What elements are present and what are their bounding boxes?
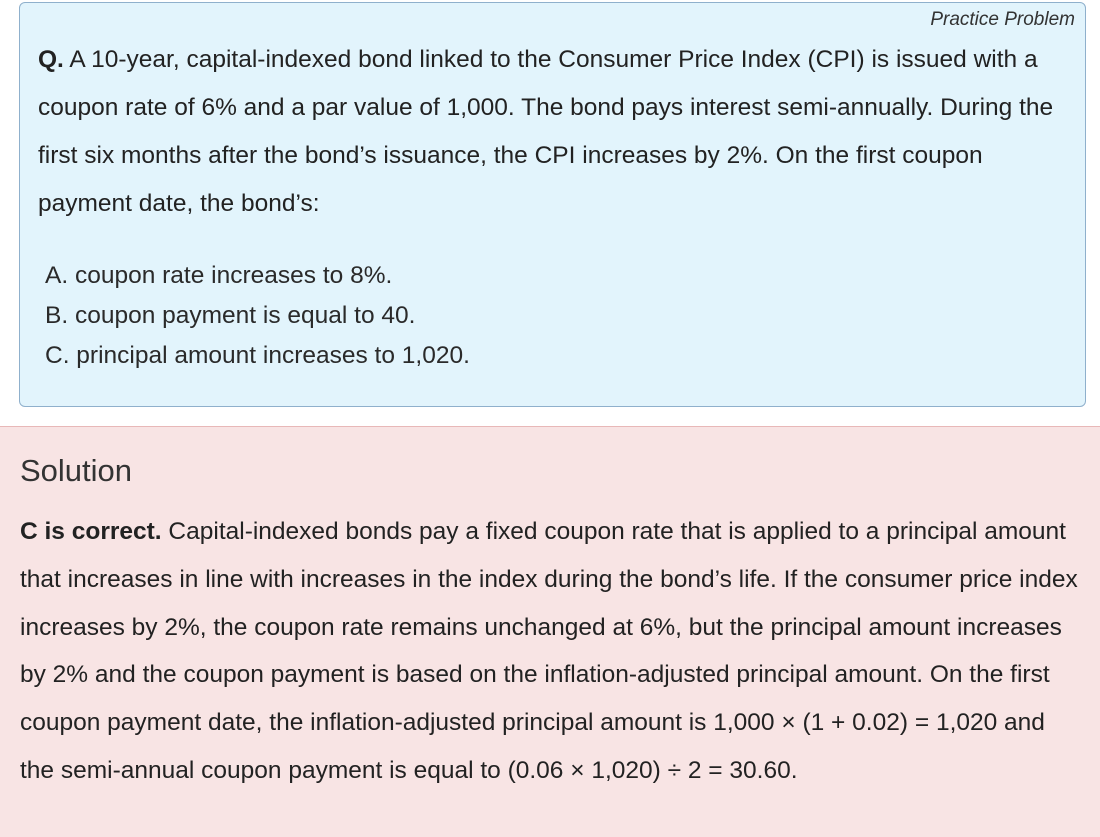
solution-text: C is correct. Capital-indexed bonds pay … bbox=[20, 508, 1085, 795]
solution-body: Capital-indexed bonds pay a fixed coupon… bbox=[20, 518, 1078, 784]
option-b: B. coupon payment is equal to 40. bbox=[45, 302, 416, 329]
option-c: C. principal amount increases to 1,020. bbox=[45, 342, 470, 369]
practice-problem-box: Practice Problem Q. A 10-year, capital-i… bbox=[19, 2, 1086, 407]
option-a: A. coupon rate increases to 8%. bbox=[45, 262, 393, 289]
practice-problem-tag: Practice Problem bbox=[930, 9, 1075, 30]
solution-box: Solution C is correct. Capital-indexed b… bbox=[0, 426, 1100, 837]
solution-title: Solution bbox=[20, 453, 133, 488]
answer-options: A. coupon rate increases to 8%. B. coupo… bbox=[45, 256, 470, 376]
correct-answer-label: C is correct. bbox=[20, 518, 162, 545]
question-label: Q. bbox=[38, 46, 64, 73]
question-text: Q. A 10-year, capital-indexed bond linke… bbox=[38, 36, 1068, 228]
question-body: A 10-year, capital-indexed bond linked t… bbox=[38, 46, 1054, 217]
